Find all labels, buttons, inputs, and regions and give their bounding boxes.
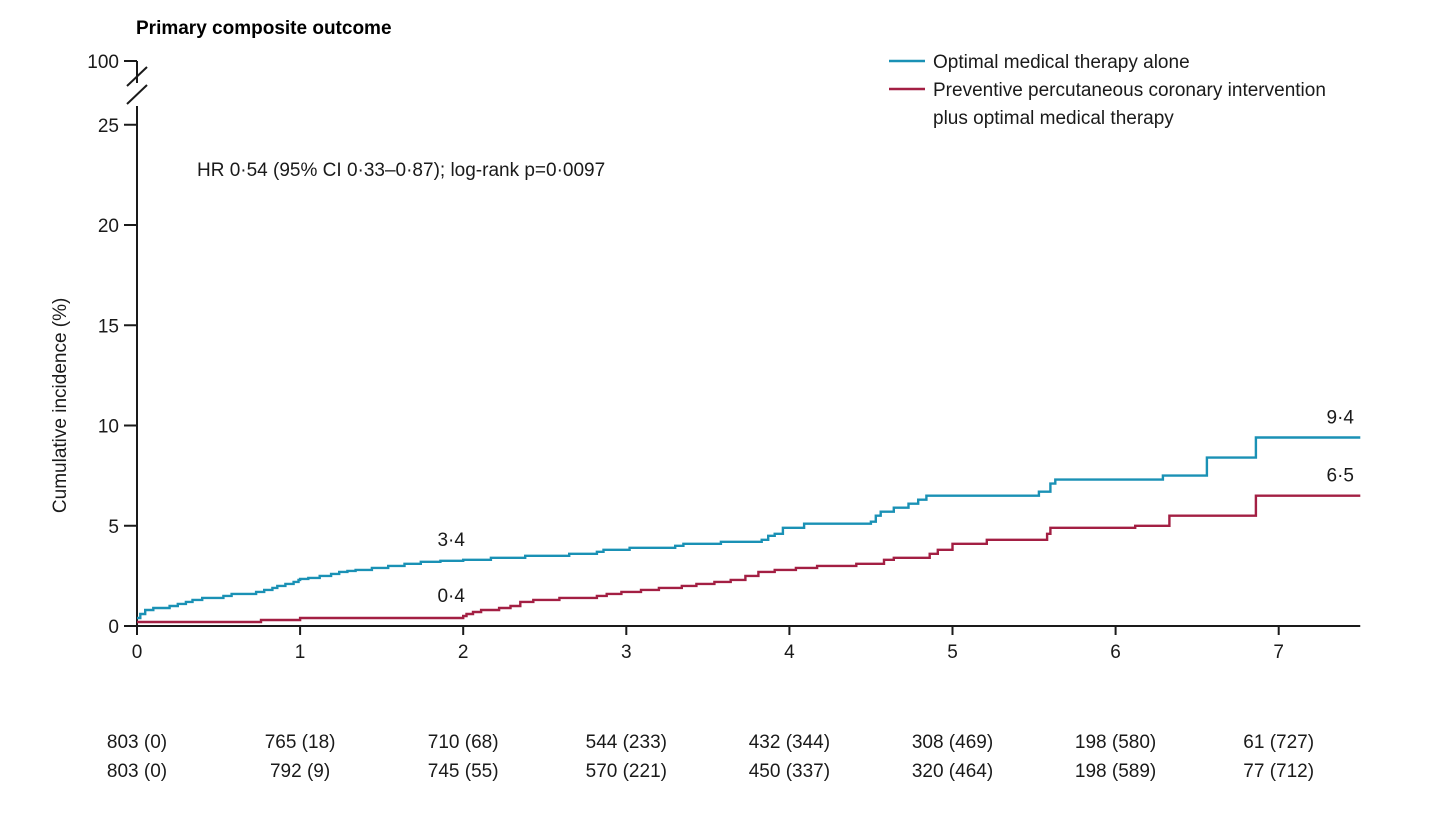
hr-annotation: HR 0·54 (95% CI 0·33–0·87); log-rank p=0… [197,160,605,181]
legend-label-line: Optimal medical therapy alone [933,52,1190,73]
y-axis-break-mark [126,66,148,87]
at-risk-cell: 544 (233) [586,732,667,753]
x-tick-label: 2 [458,642,469,663]
y-tick-label: 15 [98,316,119,337]
at-risk-cell: 765 (18) [265,732,336,753]
at-risk-cell: 570 (221) [586,761,667,782]
at-risk-cell: 745 (55) [428,761,499,782]
x-tick-label: 4 [784,642,795,663]
x-tick-label: 1 [295,642,306,663]
legend-label-line: Preventive percutaneous coronary interve… [933,80,1326,101]
x-tick-label: 7 [1273,642,1284,663]
milestone-label: 3·4 [437,530,465,551]
y-tick-label: 20 [98,216,119,237]
series-line-1 [137,436,1361,620]
milestone-label: 0·4 [437,586,465,607]
x-tick-label: 5 [947,642,958,663]
end-label: 6·5 [1327,466,1354,487]
at-risk-cell: 308 (469) [912,732,993,753]
chart-title: Primary composite outcome [136,18,392,39]
at-risk-cell: 320 (464) [912,761,993,782]
at-risk-cell: 450 (337) [749,761,830,782]
y-tick-label: 25 [98,116,119,137]
x-tick-label: 0 [132,642,143,663]
y-axis-title: Cumulative incidence (%) [50,298,71,513]
at-risk-cell: 803 (0) [107,732,167,753]
y-tick-label: 5 [108,517,119,538]
at-risk-cell: 61 (727) [1243,732,1314,753]
y-axis-break-mark [126,84,148,105]
at-risk-cell: 77 (712) [1243,761,1314,782]
axes: 100 0 5 10 15 20 25 0 1 2 3 4 5 6 7 Cumulative incidenc… [50,52,1361,663]
at-risk-cell: 710 (68) [428,732,499,753]
data-labels: 3·4 0·4 9·4 6·5 [437,408,1354,607]
number-at-risk-table: 803 (0) 765 (18) 710 (68) 544 (233) 432 (344… [107,732,1314,782]
at-risk-cell: 792 (9) [270,761,330,782]
legend-label-line: plus optimal medical therapy [933,108,1174,129]
y-tick-label: 0 [108,617,119,638]
y-tick-label: 100 [87,52,119,73]
x-tick-label: 3 [621,642,632,663]
legend: Optimal medical therapy alone Preventive … [889,52,1326,129]
x-tick-label: 6 [1110,642,1121,663]
series-line-2 [137,494,1361,624]
legend-label: Preventive percutaneous coronary interve… [933,80,1326,129]
at-risk-cell: 432 (344) [749,732,830,753]
at-risk-cell: 198 (589) [1075,761,1156,782]
legend-label: Optimal medical therapy alone [933,52,1190,73]
series-lines [137,436,1361,624]
y-tick-label: 10 [98,417,119,438]
at-risk-cell: 803 (0) [107,761,167,782]
end-label: 9·4 [1327,408,1355,429]
at-risk-cell: 198 (580) [1075,732,1156,753]
